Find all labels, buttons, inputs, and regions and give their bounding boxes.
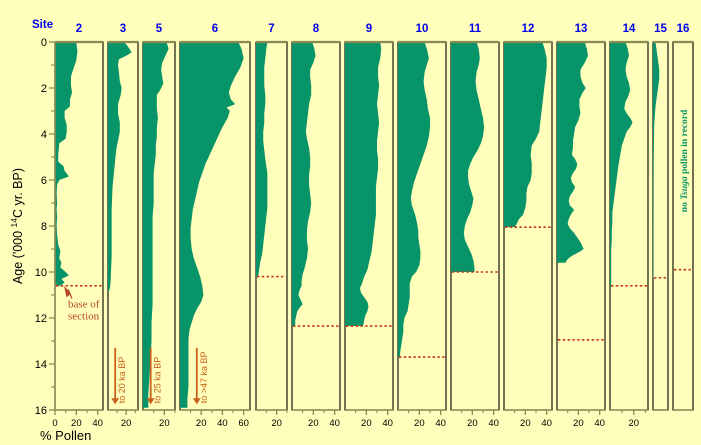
- site-panel[interactable]: [54, 40, 104, 415]
- pollen-curve: [256, 42, 268, 277]
- panel-frame: [672, 41, 694, 411]
- x-tick-label: 20: [121, 418, 132, 429]
- continuation-arrow-head: [111, 398, 120, 405]
- x-tick-label: 20: [271, 418, 282, 429]
- panels-layer: to 20 ka BP to 25 ka BP to >47 ka BP no Tsu…: [54, 40, 694, 415]
- x-tick-label: 40: [92, 418, 103, 429]
- age-tick-label: 14: [35, 359, 47, 371]
- site-number-label: 5: [156, 23, 163, 35]
- site-panel[interactable]: [291, 40, 341, 415]
- pollen-curve: [398, 42, 430, 358]
- base-of-section-label-line2: section: [68, 311, 100, 323]
- continuation-arrow-label: to >47 ka BP: [199, 351, 209, 403]
- age-tick-label: 10: [35, 267, 47, 279]
- site-panel[interactable]: [450, 40, 500, 415]
- site-panel[interactable]: [609, 40, 649, 415]
- x-tick-label: 20: [628, 418, 639, 429]
- x-tick-label: 20: [308, 418, 319, 429]
- pollen-curve: [292, 42, 316, 327]
- base-of-section-pointer-head: [64, 285, 71, 298]
- site-panel[interactable]: to >47 ka BP: [179, 40, 251, 415]
- x-tick-label: 40: [435, 418, 446, 429]
- site-number-label: 13: [575, 23, 588, 35]
- continuation-arrow-label-text: to 20 ka BP: [117, 357, 127, 404]
- site-header-label: Site: [32, 19, 53, 31]
- x-tick-label: 20: [159, 418, 170, 429]
- pollen-curve: [55, 42, 78, 286]
- annotation-layer: Site % Pollen 2 3 5 6 7 8 9 10 11 12 13 14 15 16 base of…: [32, 19, 689, 443]
- site-number-label: 10: [416, 23, 429, 35]
- site-panel[interactable]: [255, 40, 288, 415]
- x-tick-label: 40: [541, 418, 552, 429]
- age-tick-label: 2: [41, 83, 47, 95]
- site-panel[interactable]: [556, 40, 606, 415]
- x-tick-label: 20: [414, 418, 425, 429]
- x-tick-label: 0: [52, 418, 57, 429]
- age-tick-label: 4: [41, 129, 47, 141]
- x-tick-label: 20: [573, 418, 584, 429]
- age-axis-title-text: Age ('000 14C yr. BP): [9, 168, 25, 284]
- pollen-curve: [504, 42, 547, 228]
- site-number-label: 3: [120, 23, 126, 35]
- site-panel[interactable]: to 25 ka BP: [142, 40, 176, 415]
- site-panel[interactable]: [652, 40, 669, 411]
- site-number-label: 2: [76, 23, 82, 35]
- site-number-label: 8: [313, 23, 320, 35]
- x-tick-label: 20: [467, 418, 478, 429]
- pollen-curve: [610, 42, 633, 286]
- continuation-arrow-label: to 20 ka BP: [117, 357, 127, 404]
- site-number-label: 7: [268, 23, 274, 35]
- no-data-label: no Tsuga pollen in record: [680, 109, 690, 212]
- site-panel[interactable]: [503, 40, 553, 415]
- x-tick-label: 40: [594, 418, 605, 429]
- x-tick-label: 40: [488, 418, 499, 429]
- x-tick-label: 20: [520, 418, 531, 429]
- continuation-arrow-head: [146, 398, 155, 405]
- age-axis-title: Age ('000 14C yr. BP): [9, 168, 25, 284]
- site-number-label: 15: [654, 23, 667, 35]
- site-number-label: 11: [469, 23, 482, 35]
- pollen-curve: [143, 42, 169, 408]
- site-number-label: 9: [366, 23, 372, 35]
- x-tick-label: 40: [217, 418, 228, 429]
- continuation-arrow-label-text: to 25 ka BP: [153, 357, 163, 404]
- age-tick-label: 12: [35, 313, 47, 325]
- site-panel[interactable]: to 20 ka BP: [107, 40, 139, 415]
- site-panel[interactable]: no Tsuga pollen in record: [672, 40, 694, 411]
- base-of-section-label-line1: base of: [68, 299, 100, 311]
- x-tick-label: 40: [382, 418, 393, 429]
- age-tick-label: 6: [41, 175, 47, 187]
- pollen-curve: [451, 42, 485, 272]
- pollen-curve: [653, 42, 660, 278]
- site-panel[interactable]: [344, 40, 394, 415]
- age-tick-label: 0: [41, 37, 47, 49]
- continuation-arrow-head: [192, 398, 201, 405]
- x-tick-label: 60: [238, 418, 249, 429]
- axis-layer: 0 2 4 6 8 10 12 14 16 Age ('000 14C yr. BP) 0 20 40 2…: [9, 37, 639, 429]
- x-tick-label: 20: [196, 418, 207, 429]
- site-number-label: 12: [522, 23, 535, 35]
- pollen-curve: [180, 42, 244, 408]
- pollen-curve: [557, 42, 588, 263]
- percent-pollen-label: % Pollen: [40, 428, 91, 443]
- no-data-label-text: no Tsuga pollen in record: [680, 109, 690, 212]
- continuation-arrow-label: to 25 ka BP: [153, 357, 163, 404]
- continuation-arrow-label-text: to >47 ka BP: [199, 351, 209, 403]
- site-panel[interactable]: [397, 40, 447, 415]
- age-tick-label: 8: [41, 221, 47, 233]
- x-tick-label: 40: [329, 418, 340, 429]
- pollen-curve: [345, 42, 382, 327]
- site-number-label: 14: [623, 23, 636, 35]
- site-number-label: 16: [677, 23, 690, 35]
- x-tick-label: 20: [71, 418, 82, 429]
- site-number-label: 6: [212, 23, 218, 35]
- pollen-curve: [108, 42, 132, 291]
- age-tick-label: 16: [35, 405, 47, 417]
- x-tick-label: 20: [361, 418, 372, 429]
